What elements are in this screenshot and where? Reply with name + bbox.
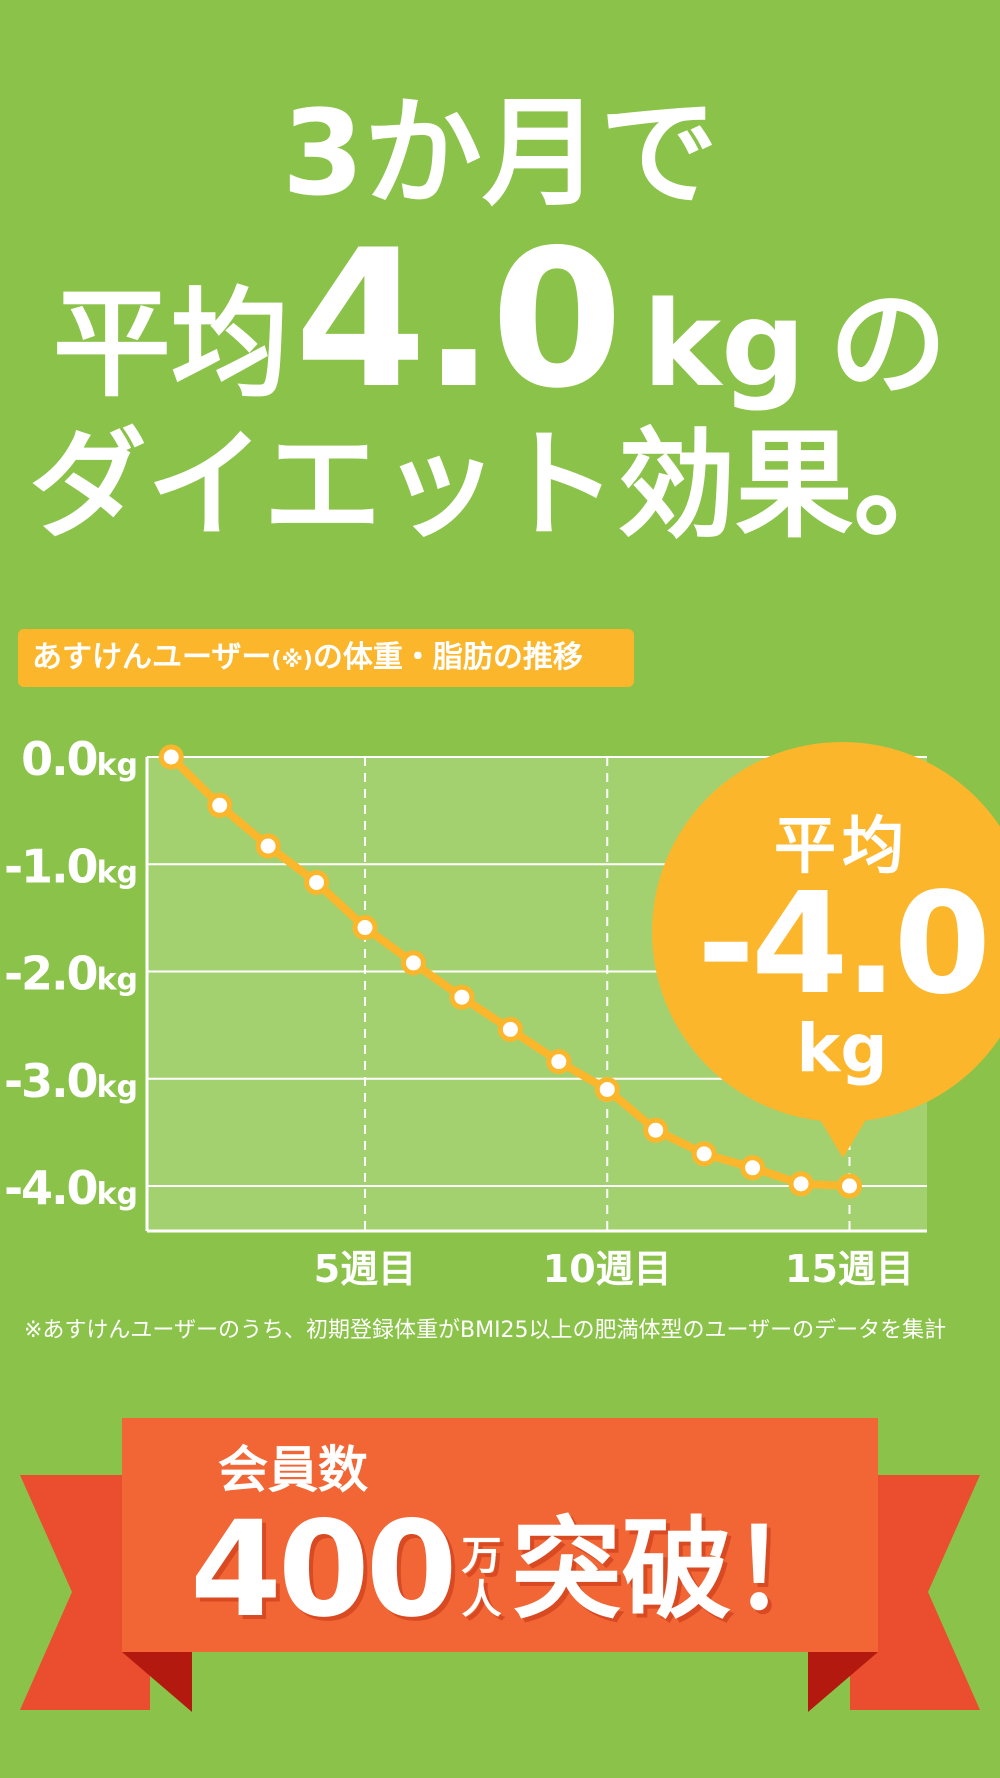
data-point	[304, 869, 330, 895]
headline-period: 3か月で	[281, 84, 719, 222]
ribbon-left-fold	[122, 1652, 192, 1712]
weight-series	[158, 744, 862, 1199]
y-tick-unit: kg	[97, 855, 138, 890]
members-count: 400 万人突破！	[190, 1500, 842, 1640]
y-tick-label: 0.0kg	[21, 732, 138, 786]
data-point	[836, 1173, 862, 1199]
chart-label-badge: あすけんユーザー(※)の体重・脂肪の推移	[18, 629, 634, 687]
headline-average-number: 4.0	[294, 209, 623, 430]
y-tick-value: -4.0	[4, 1161, 97, 1215]
y-tick-label: -1.0kg	[4, 839, 138, 893]
y-tick-unit: kg	[97, 1177, 138, 1212]
data-point	[594, 1076, 620, 1102]
members-count-number: 400	[190, 1493, 458, 1647]
x-tick-label: 10週目	[543, 1247, 672, 1291]
data-point	[546, 1049, 572, 1075]
headline-line-2: 平均 4.0 kg の	[0, 225, 1000, 455]
members-ribbon	[20, 1418, 980, 1712]
data-point	[788, 1171, 814, 1197]
callout-average-unit: kg	[796, 1010, 888, 1087]
chart-label-note-mark: (※)	[271, 648, 313, 673]
y-tick-label: -4.0kg	[4, 1161, 138, 1215]
members-count-unit: 万人	[462, 1534, 502, 1622]
data-point	[207, 792, 233, 818]
data-point	[400, 950, 426, 976]
y-tick-labels: 0.0kg-1.0kg-2.0kg-3.0kg-4.0kg	[4, 732, 138, 1215]
ribbon-left-tail	[20, 1475, 150, 1710]
callout-average-value: -4.0	[696, 863, 991, 1026]
ribbon-right-fold	[808, 1652, 878, 1712]
data-point	[740, 1155, 766, 1181]
y-tick-label: -3.0kg	[4, 1054, 138, 1108]
chart-label-topic: の体重・脂肪の推移	[312, 640, 583, 675]
headline-average-unit: kg	[642, 275, 806, 413]
y-tick-unit: kg	[97, 963, 138, 998]
y-tick-value: -2.0	[4, 947, 97, 1001]
data-point	[255, 833, 281, 859]
average-callout-bubble	[652, 742, 1000, 1122]
headline-diet-effect: ダイエット効果。	[28, 416, 972, 554]
data-point	[352, 915, 378, 941]
chart-label-users: あすけんユーザー	[32, 640, 272, 675]
headline-line-3: ダイエット効果。	[0, 420, 1000, 550]
y-tick-unit: kg	[97, 1070, 138, 1105]
data-point	[691, 1141, 717, 1167]
data-point	[449, 984, 475, 1010]
members-label: 会員数	[218, 1441, 368, 1499]
y-tick-unit: kg	[97, 748, 138, 783]
chart-footnote: ※あすけんユーザーのうち、初期登録体重がBMI25以上の肥満体型のユーザーのデー…	[24, 1318, 947, 1343]
members-count-unit-nin: 人	[461, 1577, 502, 1623]
y-tick-value: -1.0	[4, 839, 97, 893]
headline-average-label: 平均	[52, 275, 289, 413]
members-count-unit-man: 万	[461, 1533, 502, 1579]
x-tick-label: 15週目	[785, 1247, 914, 1291]
callout-average-label: 平均	[773, 809, 910, 882]
members-breakthrough: 突破！	[511, 1506, 842, 1634]
y-tick-label: -2.0kg	[4, 947, 138, 1001]
y-tick-value: -3.0	[4, 1054, 97, 1108]
y-tick-value: 0.0	[21, 732, 97, 786]
x-tick-labels: 5週目 10週目 15週目	[314, 1247, 914, 1291]
average-callout-pointer	[813, 1108, 873, 1158]
ribbon-right-tail	[850, 1475, 980, 1710]
data-point	[643, 1117, 669, 1143]
data-point	[158, 744, 184, 770]
headline-particle: の	[829, 275, 948, 413]
ribbon-front-band	[122, 1418, 878, 1652]
axes	[145, 757, 927, 1233]
data-point	[497, 1016, 523, 1042]
x-tick-label: 5週目	[314, 1247, 416, 1291]
headline-line-1: 3か月で	[0, 88, 1000, 218]
